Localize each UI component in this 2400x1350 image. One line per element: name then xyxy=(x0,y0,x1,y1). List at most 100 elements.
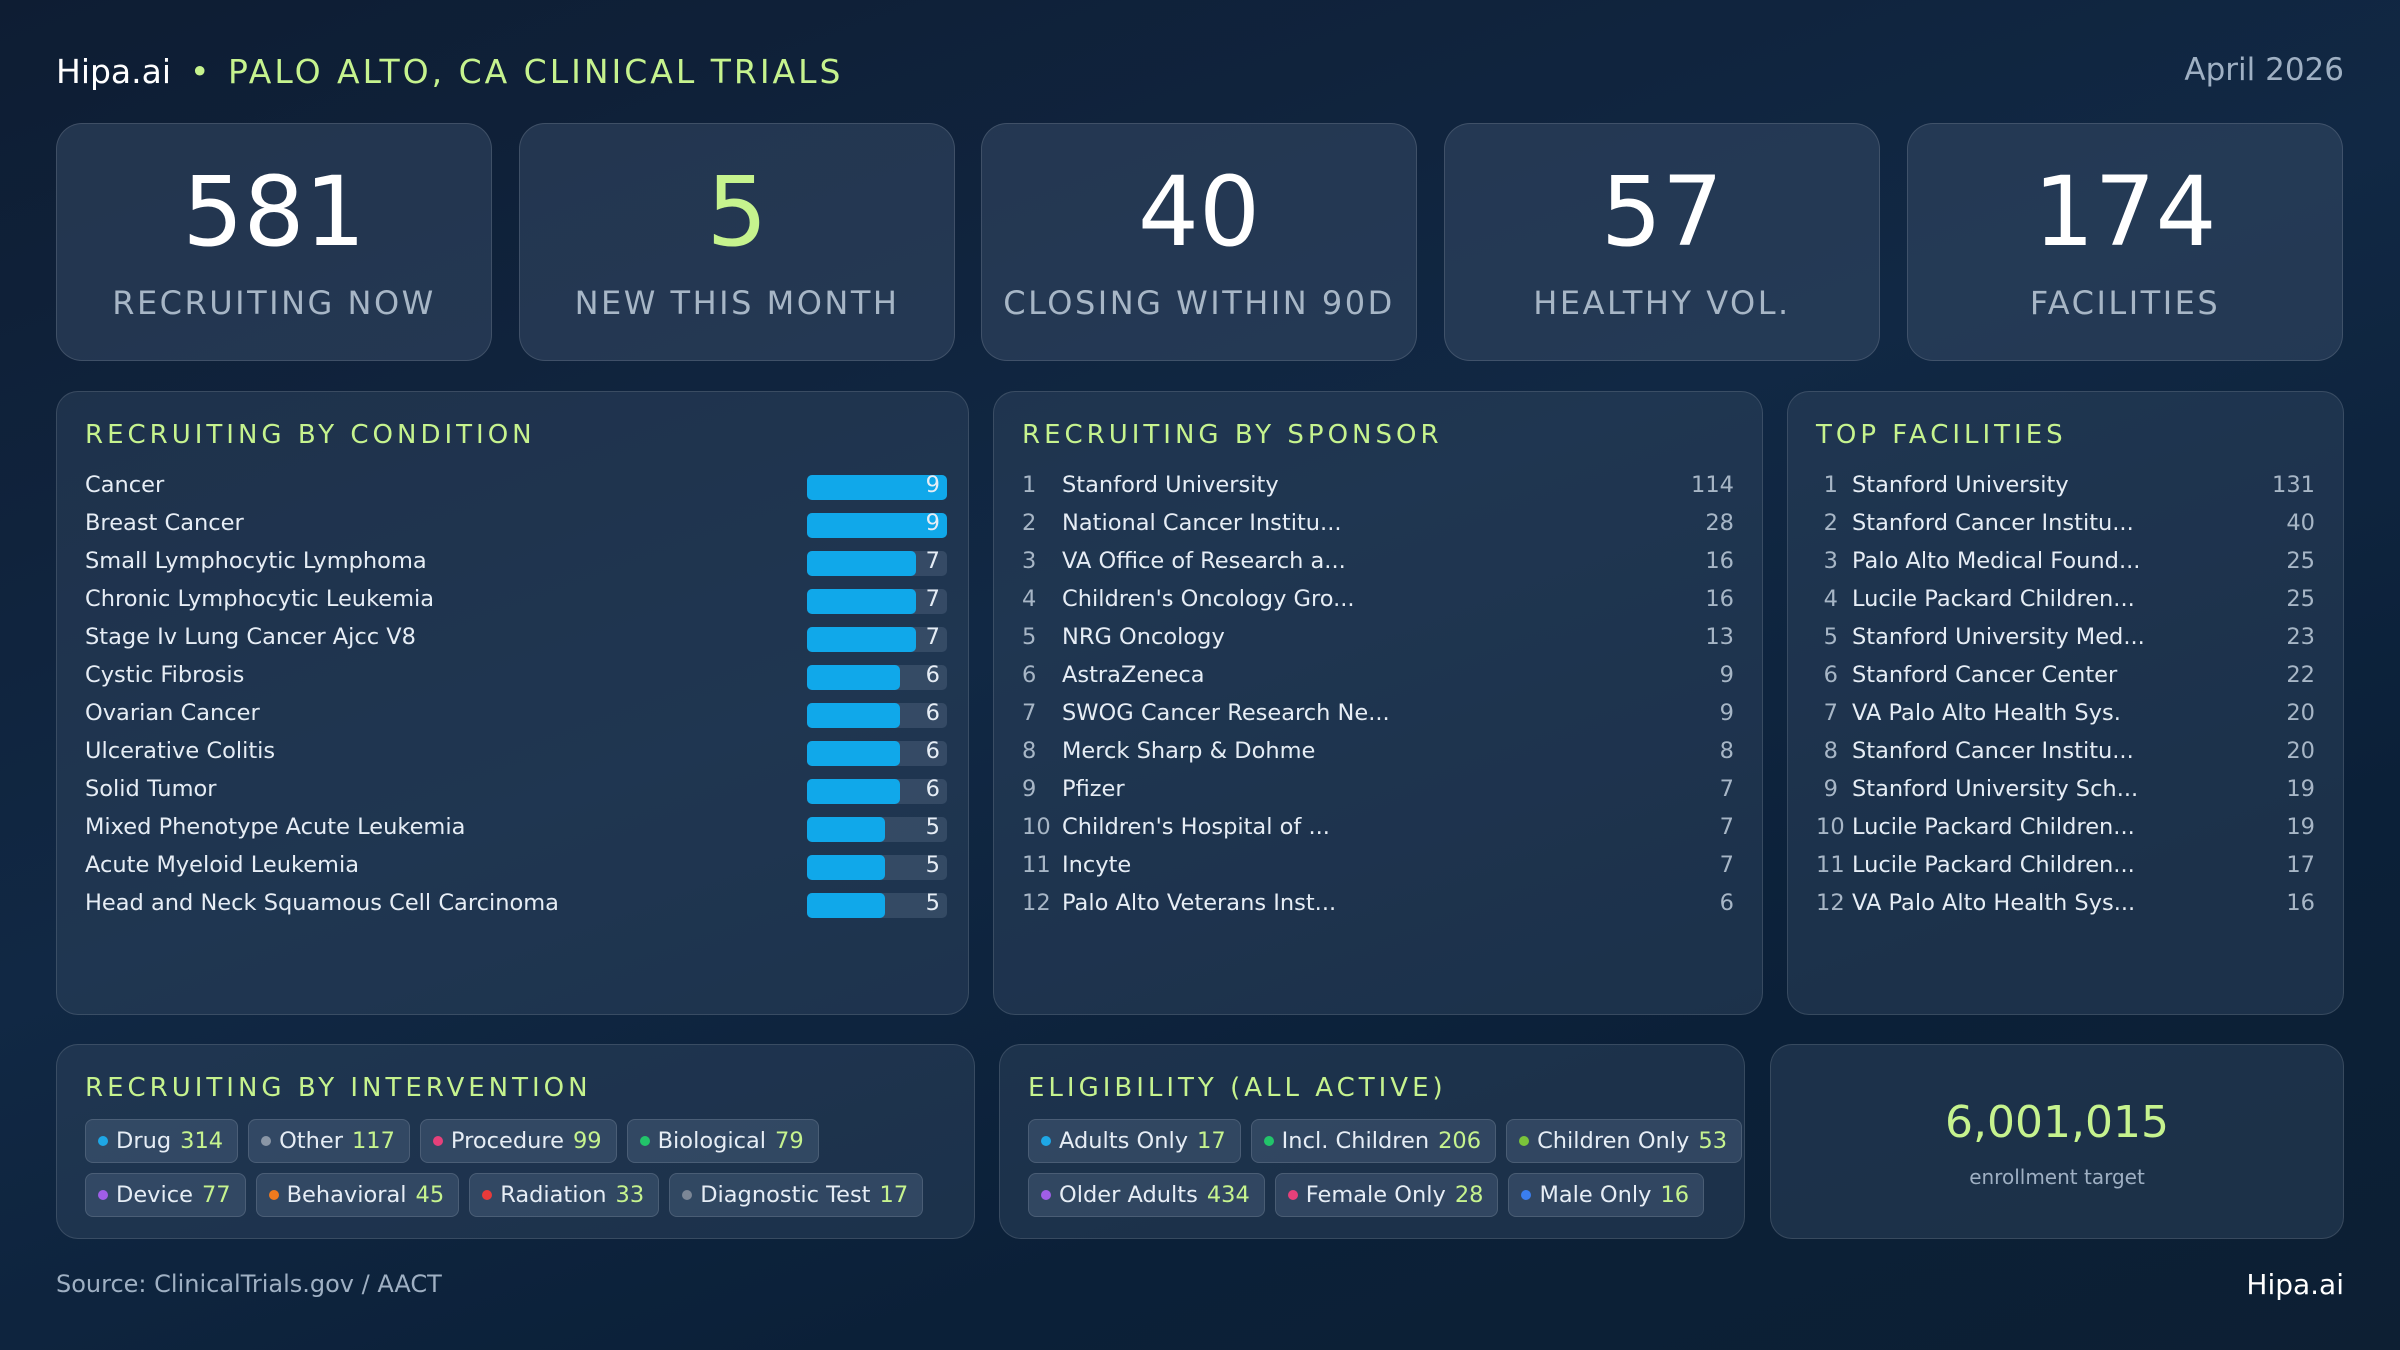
sponsor-count: 7 xyxy=(1719,814,1734,840)
condition-row[interactable]: Solid Tumor 6 xyxy=(85,770,947,808)
color-dot-icon xyxy=(98,1190,108,1200)
sponsor-row[interactable]: 12 Palo Alto Veterans Inst... 6 xyxy=(1022,884,1734,922)
intervention-chip-count: 45 xyxy=(415,1182,445,1208)
intervention-chips: Drug 314 Other 117 Procedure 99 Biological 79 De… xyxy=(85,1119,954,1227)
eligibility-chip-label: Older Adults xyxy=(1059,1182,1198,1208)
rank-number: 9 xyxy=(1022,776,1037,802)
intervention-chip[interactable]: Biological 79 xyxy=(626,1119,819,1163)
facility-row[interactable]: 12 VA Palo Alto Health Sys... 16 xyxy=(1816,884,2315,922)
sponsors-panel: RECRUITING BY SPONSOR 1 Stanford Universi… xyxy=(993,391,1763,1015)
sponsor-row[interactable]: 2 National Cancer Institu... 28 xyxy=(1022,504,1734,542)
condition-name: Solid Tumor xyxy=(85,776,217,802)
sponsor-row[interactable]: 7 SWOG Cancer Research Ne... 9 xyxy=(1022,694,1734,732)
sponsor-row[interactable]: 1 Stanford University 114 xyxy=(1022,466,1734,504)
kpi-label: NEW THIS MONTH xyxy=(574,284,900,322)
sponsor-row[interactable]: 10 Children's Hospital of ... 7 xyxy=(1022,808,1734,846)
condition-bar-track xyxy=(807,665,947,690)
condition-row[interactable]: Acute Myeloid Leukemia 5 xyxy=(85,846,947,884)
condition-count: 7 xyxy=(925,586,940,612)
rank-number: 5 xyxy=(1823,624,1838,650)
facility-row[interactable]: 5 Stanford University Med... 23 xyxy=(1816,618,2315,656)
condition-row[interactable]: Cancer 9 xyxy=(85,466,947,504)
condition-bar-track xyxy=(807,627,947,652)
facility-row[interactable]: 7 VA Palo Alto Health Sys. 20 xyxy=(1816,694,2315,732)
facility-row[interactable]: 2 Stanford Cancer Institu... 40 xyxy=(1816,504,2315,542)
sponsor-count: 28 xyxy=(1705,510,1734,536)
eligibility-chip-label: Incl. Children xyxy=(1281,1128,1430,1154)
facility-count: 131 xyxy=(2272,472,2315,498)
rank-number: 7 xyxy=(1823,700,1838,726)
eligibility-chip[interactable]: Male Only 16 xyxy=(1508,1173,1705,1217)
kpi-value: 40 xyxy=(1137,156,1261,268)
page-title: PALO ALTO, CA CLINICAL TRIALS xyxy=(228,52,844,91)
facility-count: 20 xyxy=(2286,738,2315,764)
footer-brand[interactable]: Hipa.ai xyxy=(2246,1268,2344,1301)
condition-name: Cystic Fibrosis xyxy=(85,662,245,688)
sponsor-row[interactable]: 4 Children's Oncology Gro... 16 xyxy=(1022,580,1734,618)
rank-number: 3 xyxy=(1022,548,1037,574)
facility-row[interactable]: 9 Stanford University Sch... 19 xyxy=(1816,770,2315,808)
color-dot-icon xyxy=(432,1136,443,1146)
facility-row[interactable]: 11 Lucile Packard Children... 17 xyxy=(1816,846,2315,884)
separator-dot: • xyxy=(190,52,210,91)
facility-row[interactable]: 3 Palo Alto Medical Found... 25 xyxy=(1816,542,2315,580)
panel-title: ELIGIBILITY (ALL ACTIVE) xyxy=(1028,1073,1447,1103)
condition-row[interactable]: Cystic Fibrosis 6 xyxy=(85,656,947,694)
panel-title: RECRUITING BY SPONSOR xyxy=(1022,420,1443,450)
sponsor-row[interactable]: 3 VA Office of Research a... 16 xyxy=(1022,542,1734,580)
rank-number: 10 xyxy=(1022,814,1051,840)
brand-logo[interactable]: Hipa.ai xyxy=(56,52,172,91)
facility-row[interactable]: 10 Lucile Packard Children... 19 xyxy=(1816,808,2315,846)
rank-number: 2 xyxy=(1022,510,1037,536)
rank-number: 5 xyxy=(1022,624,1037,650)
sponsor-row[interactable]: 5 NRG Oncology 13 xyxy=(1022,618,1734,656)
condition-count: 7 xyxy=(925,548,940,574)
color-dot-icon xyxy=(268,1190,279,1200)
color-dot-icon xyxy=(98,1136,108,1146)
facility-row[interactable]: 8 Stanford Cancer Institu... 20 xyxy=(1816,732,2315,770)
condition-row[interactable]: Breast Cancer 9 xyxy=(85,504,947,542)
sponsor-row[interactable]: 8 Merck Sharp & Dohme 8 xyxy=(1022,732,1734,770)
eligibility-chip[interactable]: Adults Only 17 xyxy=(1028,1119,1241,1163)
condition-bar-track xyxy=(807,513,947,538)
facility-row[interactable]: 1 Stanford University 131 xyxy=(1816,466,2315,504)
intervention-chip[interactable]: Behavioral 45 xyxy=(255,1173,460,1217)
intervention-chip[interactable]: Other 117 xyxy=(248,1119,410,1163)
rank-number: 6 xyxy=(1823,662,1838,688)
intervention-chip[interactable]: Device 77 xyxy=(85,1173,246,1217)
condition-row[interactable]: Head and Neck Squamous Cell Carcinoma 5 xyxy=(85,884,947,922)
intervention-chip[interactable]: Procedure 99 xyxy=(419,1119,617,1163)
intervention-chip-count: 79 xyxy=(775,1128,804,1154)
sponsor-row[interactable]: 6 AstraZeneca 9 xyxy=(1022,656,1734,694)
condition-row[interactable]: Ovarian Cancer 6 xyxy=(85,694,947,732)
eligibility-chip[interactable]: Female Only 28 xyxy=(1274,1173,1499,1217)
condition-bar-track xyxy=(807,589,947,614)
intervention-chip[interactable]: Drug 314 xyxy=(85,1119,239,1163)
facility-name: Lucile Packard Children... xyxy=(1852,814,2135,840)
condition-row[interactable]: Chronic Lymphocytic Leukemia 7 xyxy=(85,580,947,618)
facility-row[interactable]: 4 Lucile Packard Children... 25 xyxy=(1816,580,2315,618)
condition-bar-track xyxy=(807,817,947,842)
kpi-card-recruiting: 581 RECRUITING NOW xyxy=(56,123,492,361)
condition-row[interactable]: Small Lymphocytic Lymphoma 7 xyxy=(85,542,947,580)
facility-count: 17 xyxy=(2286,852,2315,878)
condition-bar xyxy=(807,589,916,614)
facility-row[interactable]: 6 Stanford Cancer Center 22 xyxy=(1816,656,2315,694)
sponsor-count: 8 xyxy=(1719,738,1734,764)
facility-count: 16 xyxy=(2286,890,2315,916)
intervention-chip[interactable]: Diagnostic Test 17 xyxy=(669,1173,924,1217)
condition-row[interactable]: Mixed Phenotype Acute Leukemia 5 xyxy=(85,808,947,846)
sponsor-row[interactable]: 9 Pfizer 7 xyxy=(1022,770,1734,808)
eligibility-chip[interactable]: Incl. Children 206 xyxy=(1250,1119,1497,1163)
condition-row[interactable]: Ulcerative Colitis 6 xyxy=(85,732,947,770)
kpi-value: 5 xyxy=(706,156,768,268)
eligibility-chip-count: 206 xyxy=(1438,1128,1482,1154)
intervention-chip-label: Device xyxy=(116,1182,193,1208)
eligibility-chip[interactable]: Older Adults 434 xyxy=(1028,1173,1265,1217)
intervention-chip[interactable]: Radiation 33 xyxy=(469,1173,660,1217)
sponsor-row[interactable]: 11 Incyte 7 xyxy=(1022,846,1734,884)
color-dot-icon xyxy=(682,1190,693,1200)
kpi-label: CLOSING WITHIN 90D xyxy=(1003,284,1395,322)
eligibility-chip[interactable]: Children Only 53 xyxy=(1506,1119,1743,1163)
condition-row[interactable]: Stage Iv Lung Cancer Ajcc V8 7 xyxy=(85,618,947,656)
